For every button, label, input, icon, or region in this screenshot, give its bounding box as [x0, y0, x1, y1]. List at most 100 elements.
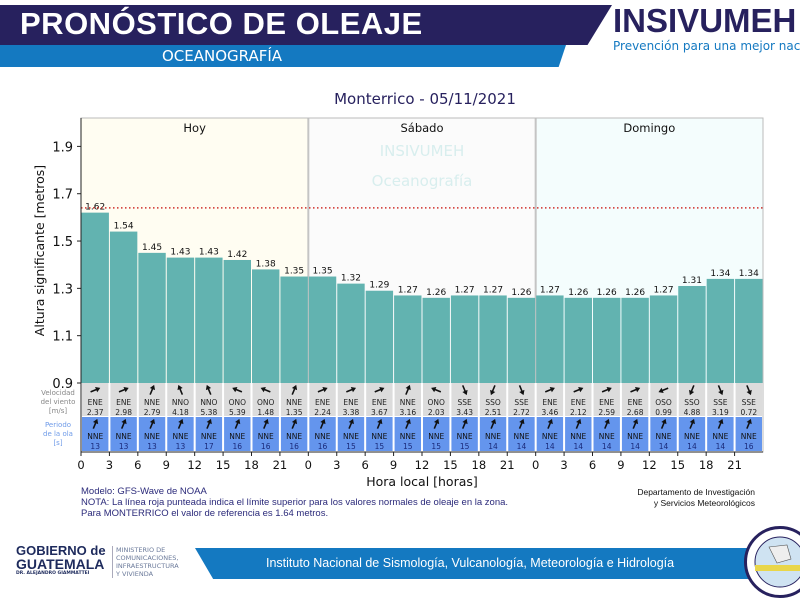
swell-direction-arrow-icon [234, 418, 241, 429]
model-note: Modelo: GFS-Wave de NOAA [81, 486, 207, 497]
swell-direction-arrow-icon [632, 418, 639, 429]
wind-speed-value: 2.72 [513, 408, 530, 417]
bar [195, 257, 223, 383]
wind-cell [252, 383, 279, 416]
wind-cell [650, 383, 677, 416]
wind-row-label: Velocidad [41, 389, 75, 397]
wave-period-value: 16 [289, 442, 299, 451]
government-logo: GOBIERNO de GUATEMALA DR. ALEJANDRO GIAM… [16, 544, 106, 576]
wind-speed-value: 1.35 [286, 408, 303, 417]
bar-value-label: 1.35 [313, 267, 333, 277]
ministry-line: MINISTERIO DE [116, 546, 166, 554]
wind-speed-value: 0.99 [655, 408, 672, 417]
x-axis-label: Hora local [horas] [366, 474, 478, 489]
swell-direction-label: NNE [599, 432, 615, 441]
wave-period-value: 15 [346, 442, 356, 451]
x-tick-label: 9 [390, 458, 397, 472]
wave-period-value: 14 [659, 442, 669, 451]
swell-direction-label: NNE [144, 432, 160, 441]
header-banner [0, 5, 612, 45]
wind-direction-arrow-icon [317, 387, 328, 393]
wave-period-value: 17 [204, 442, 214, 451]
wind-direction-label: ENE [372, 398, 387, 407]
reference-value-note: Para MONTERRICO el valor de referencia e… [81, 508, 329, 519]
wind-cell [621, 383, 649, 416]
bar-value-label: 1.26 [426, 288, 446, 298]
swell-direction-arrow-icon [575, 418, 582, 429]
y-tick-label: 0.9 [52, 377, 73, 392]
wave-period-value: 14 [488, 442, 498, 451]
wind-speed-value: 2.98 [115, 408, 132, 417]
chart-notes: Modelo: GFS-Wave de NOAA NOTA: La línea … [81, 486, 508, 519]
wave-period-value: 13 [147, 442, 157, 451]
wind-direction-arrow-icon [630, 387, 641, 393]
wave-period-value: 15 [460, 442, 470, 451]
wind-direction-arrow-icon [374, 387, 385, 393]
swell-direction-label: NNE [542, 432, 558, 441]
y-tick-label: 1.9 [52, 140, 73, 155]
swell-direction-label: NNE [343, 432, 359, 441]
wind-speed-value: 3.38 [343, 408, 360, 417]
bar-value-label: 1.26 [511, 288, 531, 298]
y-tick-label: 1.7 [52, 188, 73, 203]
swell-direction-arrow-icon [746, 418, 752, 429]
wind-direction-arrow-icon [260, 387, 271, 393]
x-tick-label: 3 [560, 458, 567, 472]
wind-direction-label: SSE [457, 398, 472, 407]
bar [536, 295, 564, 383]
wave-period-value: 16 [318, 442, 328, 451]
bar [337, 283, 365, 383]
y-axis-label: Altura significante [metros] [32, 165, 47, 336]
ministry-line: Y VIVIENDA [116, 570, 154, 578]
wind-row-label: [m/s] [49, 407, 68, 415]
bar [81, 212, 109, 383]
wind-speed-value: 3.16 [399, 408, 416, 417]
bar-value-label: 1.35 [284, 267, 304, 277]
reference-line-note: NOTA: La línea roja punteada indica el l… [81, 497, 509, 508]
wind-cell [309, 383, 336, 416]
wave-period-value: 15 [403, 442, 413, 451]
page-title: PRONÓSTICO DE OLEAJE [20, 6, 423, 41]
x-tick-label: 12 [642, 458, 657, 472]
swell-direction-arrow-icon [348, 418, 354, 429]
swell-direction-arrow-icon [547, 418, 553, 429]
wind-speed-value: 2.59 [598, 408, 615, 417]
wind-direction-label: ENE [116, 398, 131, 407]
wind-direction-arrow-icon [461, 385, 468, 396]
wind-cell [110, 383, 137, 416]
swell-direction-arrow-icon [177, 418, 184, 429]
wind-cell [536, 383, 564, 416]
wind-direction-arrow-icon [544, 387, 555, 393]
x-tick-label: 18 [699, 458, 714, 472]
wave-period-value: 13 [90, 442, 100, 451]
bar-value-label: 1.38 [256, 259, 276, 269]
department-line: y Servicios Meteorológicos [653, 498, 755, 508]
wind-direction-arrow-icon [658, 387, 669, 393]
wind-cell [593, 383, 620, 416]
x-tick-label: 3 [333, 458, 340, 472]
bar [621, 297, 649, 383]
period-row-label: Periodo [45, 421, 71, 429]
x-tick-label: 0 [305, 458, 312, 472]
wind-speed-value: 3.43 [456, 408, 473, 417]
bar-value-label: 1.27 [455, 285, 475, 295]
wind-direction-label: ENE [599, 398, 614, 407]
bar-value-label: 1.27 [654, 285, 674, 295]
swell-direction-arrow-icon [660, 418, 667, 429]
wave-period-value: 13 [119, 442, 129, 451]
wind-direction-label: ENE [88, 398, 103, 407]
gov-line: GUATEMALA [16, 556, 105, 572]
swell-direction-arrow-icon [405, 418, 411, 429]
bar-value-label: 1.43 [170, 248, 190, 258]
wind-speed-value: 2.12 [570, 408, 587, 417]
period-row-label: [s] [53, 439, 62, 447]
wind-speed-value: 0.72 [740, 408, 757, 417]
wave-period-value: 14 [517, 442, 527, 451]
wind-direction-arrow-icon [688, 385, 695, 396]
wind-cell [224, 383, 251, 416]
bar-value-label: 1.29 [369, 281, 389, 291]
wave-period-value: 16 [233, 442, 243, 451]
y-tick-label: 1.1 [52, 330, 73, 345]
swell-direction-arrow-icon [319, 418, 326, 429]
bar [308, 276, 337, 383]
